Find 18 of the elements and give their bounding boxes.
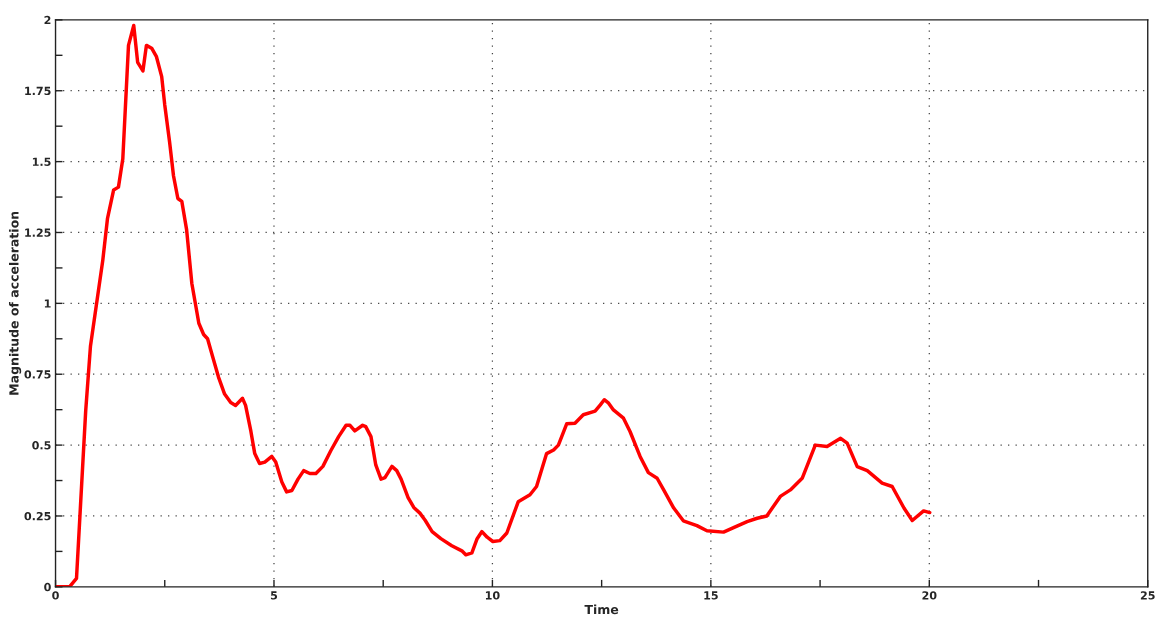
x-tick-label: 10 [485, 591, 500, 600]
y-tick-label: 1.25 [25, 228, 51, 237]
x-tick-label: 0 [52, 591, 59, 600]
x-tick-label: 20 [922, 591, 937, 600]
line-series [55, 23, 932, 587]
y-tick-label: 0.5 [32, 441, 51, 450]
y-tick-label: 1.75 [25, 86, 51, 96]
y-tick-label: 0.25 [24, 511, 51, 521]
y-tick-label: 0 [44, 582, 51, 592]
x-tick-label: 5 [270, 591, 278, 600]
y-tick-label: 1.5 [32, 157, 51, 166]
y-tick-label: 1 [44, 299, 51, 308]
y-axis-title: Magnitude of acceleration [8, 211, 22, 395]
x-axis-title: Time [584, 604, 619, 615]
y-tick-label: 0.75 [24, 370, 51, 379]
x-tick-label: 15 [704, 591, 718, 600]
y-tick-label: 2 [44, 15, 51, 25]
x-tick-label: 25 [1140, 591, 1155, 600]
